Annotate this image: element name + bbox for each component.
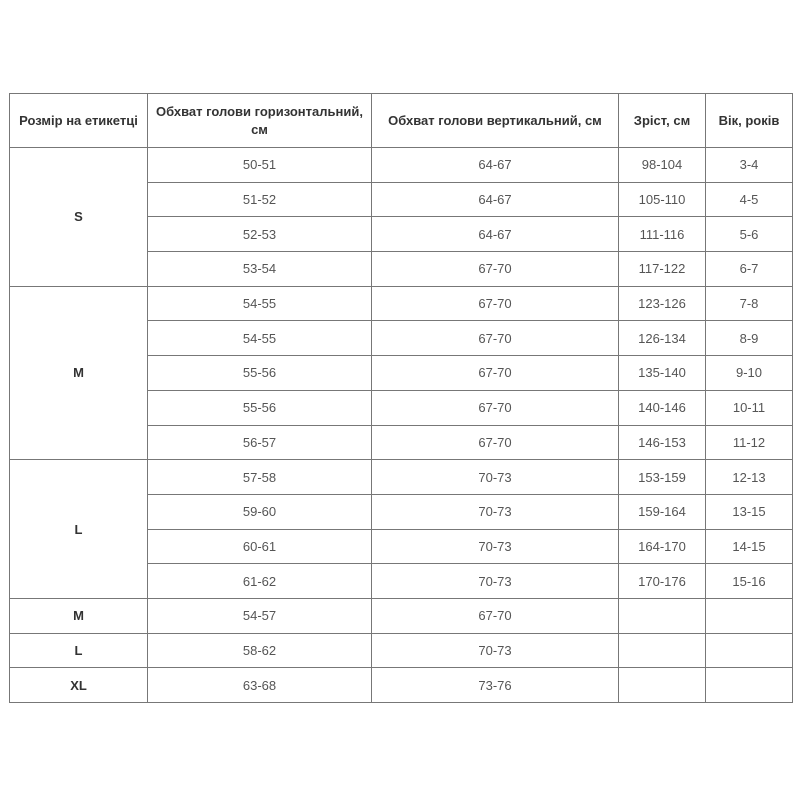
age-cell: 13-15: [705, 493, 793, 530]
height-cell: 105-110: [618, 181, 706, 218]
size-label-cell: L: [9, 632, 148, 669]
head-horizontal-cell: 54-57: [147, 597, 372, 634]
head-vertical-cell: 67-70: [371, 251, 619, 287]
head-vertical-cell: 67-70: [371, 285, 619, 322]
age-cell: 5-6: [705, 216, 793, 253]
head-horizontal-cell: 55-56: [147, 355, 372, 391]
table-row: L 57-58 70-73 153-159 12-13: [9, 459, 793, 599]
head-horizontal-cell: 63-68: [147, 667, 372, 703]
size-label-cell: M: [9, 285, 148, 461]
table-row: 54-55 67-70 126-134 8-9: [10, 320, 793, 357]
table-row: 56-57 67-70 146-153 11-12: [10, 424, 793, 461]
head-horizontal-cell: 61-62: [147, 563, 372, 599]
head-horizontal-cell: 54-55: [147, 285, 372, 322]
head-vertical-cell: 70-73: [371, 528, 619, 565]
head-horizontal-cell: 51-52: [147, 181, 372, 218]
height-cell: [618, 597, 706, 634]
header-head-vertical: Обхват голови вертикальний, см: [371, 93, 619, 148]
table-row: XL 63-68 73-76: [9, 667, 793, 703]
head-vertical-cell: 70-73: [371, 632, 619, 669]
height-cell: 153-159: [618, 459, 706, 495]
table-row: 52-53 64-67 111-116 5-6: [10, 216, 793, 253]
table-row: S 50-51 64-67 98-104 3-4: [9, 147, 793, 287]
header-head-horizontal: Обхват голови горизонтальний, см: [147, 93, 372, 148]
head-vertical-cell: 73-76: [371, 667, 619, 703]
height-cell: [618, 632, 706, 669]
height-cell: [618, 667, 706, 703]
age-cell: 7-8: [705, 285, 793, 322]
head-vertical-cell: 67-70: [371, 320, 619, 357]
age-cell: 14-15: [705, 528, 793, 565]
table-row: 55-56 67-70 135-140 9-10: [10, 355, 793, 391]
header-row: Розмір на етикетці Обхват голови горизон…: [9, 93, 793, 148]
table-row: 51-52 64-67 105-110 4-5: [10, 181, 793, 218]
age-cell: 11-12: [705, 424, 793, 461]
head-horizontal-cell: 60-61: [147, 528, 372, 565]
head-vertical-cell: 64-67: [371, 216, 619, 253]
age-cell: 9-10: [705, 355, 793, 391]
header-size-label: Розмір на етикетці: [9, 93, 148, 148]
head-horizontal-cell: 58-62: [147, 632, 372, 669]
height-cell: 140-146: [618, 389, 706, 426]
head-vertical-cell: 67-70: [371, 597, 619, 634]
height-cell: 170-176: [618, 563, 706, 599]
head-horizontal-cell: 54-55: [147, 320, 372, 357]
head-horizontal-cell: 52-53: [147, 216, 372, 253]
table-row: 61-62 70-73 170-176 15-16: [10, 563, 793, 599]
head-horizontal-cell: 57-58: [147, 459, 372, 495]
age-cell: 3-4: [705, 147, 793, 183]
head-horizontal-cell: 50-51: [147, 147, 372, 183]
age-cell: 15-16: [705, 563, 793, 599]
head-horizontal-cell: 53-54: [147, 251, 372, 287]
head-vertical-cell: 67-70: [371, 424, 619, 461]
head-vertical-cell: 64-67: [371, 181, 619, 218]
height-cell: 146-153: [618, 424, 706, 461]
table-row: 60-61 70-73 164-170 14-15: [10, 528, 793, 565]
age-cell: 8-9: [705, 320, 793, 357]
height-cell: 123-126: [618, 285, 706, 322]
table-row: 59-60 70-73 159-164 13-15: [10, 493, 793, 530]
head-vertical-cell: 70-73: [371, 459, 619, 495]
head-vertical-cell: 70-73: [371, 563, 619, 599]
head-vertical-cell: 70-73: [371, 493, 619, 530]
age-cell: [705, 632, 793, 669]
age-cell: [705, 597, 793, 634]
head-vertical-cell: 64-67: [371, 147, 619, 183]
size-label-cell: S: [9, 147, 148, 287]
head-vertical-cell: 67-70: [371, 355, 619, 391]
age-cell: 4-5: [705, 181, 793, 218]
head-horizontal-cell: 55-56: [147, 389, 372, 426]
age-cell: 6-7: [705, 251, 793, 287]
head-vertical-cell: 67-70: [371, 389, 619, 426]
header-height: Зріст, см: [618, 93, 706, 148]
head-horizontal-cell: 56-57: [147, 424, 372, 461]
size-chart-table: Розмір на етикетці Обхват голови горизон…: [9, 93, 793, 703]
size-label-cell: M: [9, 597, 148, 634]
height-cell: 117-122: [618, 251, 706, 287]
height-cell: 126-134: [618, 320, 706, 357]
height-cell: 164-170: [618, 528, 706, 565]
height-cell: 135-140: [618, 355, 706, 391]
table-row: 55-56 67-70 140-146 10-11: [10, 389, 793, 426]
size-label-cell: L: [9, 459, 148, 599]
table-row: M 54-57 67-70: [9, 597, 793, 634]
table-row: M 54-55 67-70 123-126 7-8: [9, 285, 793, 461]
height-cell: 159-164: [618, 493, 706, 530]
table-row: 53-54 67-70 117-122 6-7: [10, 251, 793, 287]
age-cell: 10-11: [705, 389, 793, 426]
age-cell: 12-13: [705, 459, 793, 495]
age-cell: [705, 667, 793, 703]
header-age: Вік, років: [705, 93, 793, 148]
height-cell: 98-104: [618, 147, 706, 183]
table-row: L 58-62 70-73: [9, 632, 793, 669]
height-cell: 111-116: [618, 216, 706, 253]
size-label-cell: XL: [9, 667, 148, 703]
head-horizontal-cell: 59-60: [147, 493, 372, 530]
